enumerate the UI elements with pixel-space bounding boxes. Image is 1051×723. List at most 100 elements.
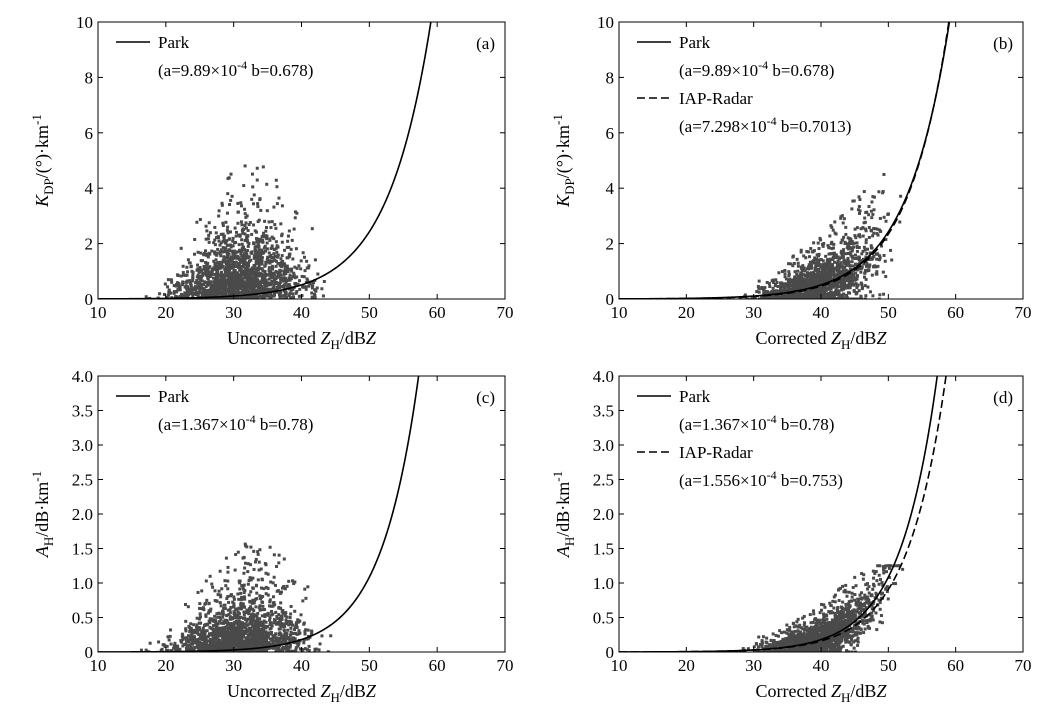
scatter-point xyxy=(791,279,795,283)
scatter-point xyxy=(329,634,333,638)
scatter-point xyxy=(243,588,247,592)
scatter-point xyxy=(841,238,845,242)
y-tick-label: 1.0 xyxy=(72,574,93,593)
scatter-point xyxy=(252,254,256,258)
scatter-point xyxy=(303,647,307,651)
scatter-point xyxy=(226,570,230,574)
y-axis-label-sub: H xyxy=(41,537,56,546)
scatter-point xyxy=(847,285,851,289)
scatter-point xyxy=(266,260,270,264)
scatter-point xyxy=(285,632,289,636)
scatter-point xyxy=(260,249,264,253)
scatter-point xyxy=(275,285,279,289)
scatter-point xyxy=(227,613,231,617)
scatter-point xyxy=(213,599,217,603)
scatter-point xyxy=(233,633,237,637)
scatter-point xyxy=(203,272,207,276)
scatter-point xyxy=(840,280,844,284)
scatter-point xyxy=(223,628,227,632)
scatter-point xyxy=(253,560,257,564)
scatter-point xyxy=(208,625,212,629)
scatter-point xyxy=(277,613,281,617)
scatter-point xyxy=(872,227,876,231)
scatter-point xyxy=(268,621,272,625)
scatter-point xyxy=(832,260,836,264)
scatter-point xyxy=(876,233,880,237)
scatter-point xyxy=(222,603,226,607)
scatter-point xyxy=(286,267,290,271)
scatter-point xyxy=(223,635,227,639)
scatter-point xyxy=(191,276,195,280)
scatter-point xyxy=(252,289,256,293)
x-axis-label-text: Uncorrected xyxy=(227,681,320,701)
scatter-point xyxy=(239,204,243,208)
scatter-point xyxy=(283,292,287,296)
scatter-point xyxy=(227,265,231,269)
scatter-point xyxy=(821,273,825,277)
scatter-point xyxy=(245,278,249,282)
scatter-point xyxy=(295,623,299,627)
scatter-point xyxy=(181,281,185,285)
y-tick-label: 0 xyxy=(85,290,94,309)
scatter-point xyxy=(842,285,846,289)
scatter-point xyxy=(738,297,742,299)
scatter-point xyxy=(239,282,243,286)
scatter-point xyxy=(248,271,252,275)
scatter-point xyxy=(822,290,826,294)
scatter-point xyxy=(778,297,782,299)
scatter-point xyxy=(862,262,866,266)
scatter-point xyxy=(235,620,239,624)
scatter-point xyxy=(299,613,303,617)
scatter-point xyxy=(213,277,217,281)
scatter-point xyxy=(246,244,250,248)
scatter-point xyxy=(819,285,823,289)
scatter-point xyxy=(244,226,248,230)
scatter-point xyxy=(870,273,874,277)
scatter-point xyxy=(196,250,200,254)
y-tick-label: 10 xyxy=(597,13,614,32)
scatter-point xyxy=(183,295,187,299)
scatter-point xyxy=(793,292,797,296)
scatter-point xyxy=(240,254,244,258)
scatter-point xyxy=(290,631,294,635)
scatter-point xyxy=(243,212,247,216)
scatter-point xyxy=(227,639,231,643)
scatter-point xyxy=(774,278,778,282)
scatter-point xyxy=(271,289,275,293)
scatter-point xyxy=(823,275,827,279)
scatter-point xyxy=(207,292,211,296)
scatter-point xyxy=(174,284,178,288)
scatter-point xyxy=(881,270,885,274)
scatter-point xyxy=(276,261,280,265)
scatter-point xyxy=(221,646,225,650)
scatter-point xyxy=(280,586,284,590)
scatter-point xyxy=(244,221,248,225)
scatter-point xyxy=(861,226,865,230)
scatter-point xyxy=(839,216,843,220)
scatter-point xyxy=(255,630,259,634)
scatter-point xyxy=(757,287,761,291)
scatter-point xyxy=(175,281,179,285)
scatter-point xyxy=(808,289,812,293)
scatter-point xyxy=(224,584,228,588)
scatter-point xyxy=(799,248,803,252)
scatter-point xyxy=(216,278,220,282)
scatter-point xyxy=(783,272,787,276)
legend-param: (a=7.298×10-4 b=0.7013) xyxy=(679,114,851,136)
scatter-point xyxy=(203,634,207,638)
scatter-point xyxy=(282,276,286,280)
scatter-point xyxy=(235,230,239,234)
scatter-point xyxy=(253,621,257,625)
scatter-point xyxy=(221,264,225,268)
scatter-point xyxy=(830,225,834,229)
scatter-point xyxy=(816,269,820,273)
scatter-point xyxy=(855,249,859,253)
scatter-point xyxy=(288,615,292,619)
scatter-point xyxy=(794,297,798,299)
x-tick-label: 50 xyxy=(361,303,378,322)
scatter-point xyxy=(191,274,195,278)
scatter-point xyxy=(244,561,248,565)
scatter-point xyxy=(792,286,796,290)
scatter-point xyxy=(261,276,265,280)
scatter-point xyxy=(280,285,284,289)
